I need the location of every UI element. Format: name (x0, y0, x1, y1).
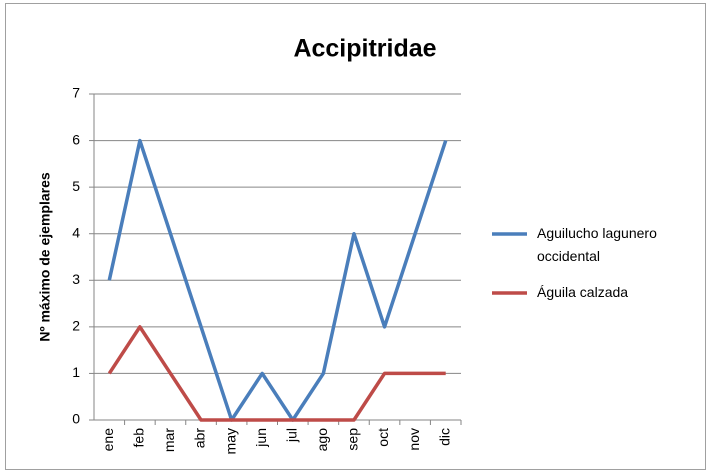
x-tick-label: mar (161, 428, 177, 452)
legend-label: Aguilucho lagunero occidental (537, 225, 657, 264)
legend-label: Águila calzada (537, 284, 629, 300)
x-tick-label: sep (345, 428, 361, 451)
y-tick-label: 7 (72, 85, 80, 101)
x-tick-label: oct (375, 428, 391, 447)
y-tick-label: 1 (72, 364, 80, 380)
x-tick-label: ago (314, 428, 330, 452)
x-tick-label: jul (283, 428, 299, 443)
y-tick-label: 6 (72, 131, 80, 147)
y-tick-label: 4 (72, 224, 80, 240)
y-tick-label: 2 (72, 318, 80, 334)
y-tick-label: 5 (72, 178, 80, 194)
series-line (107, 325, 446, 422)
y-tick-label: 3 (72, 271, 80, 287)
chart-title: Accipitridae (293, 35, 436, 63)
x-tick-label: ene (100, 428, 116, 452)
x-tick-label: dic (436, 428, 452, 446)
x-tick-label: may (222, 428, 238, 454)
x-tick-label: nov (406, 428, 422, 451)
y-axis-label: Nº máximo de ejemplares (37, 172, 53, 342)
series-line (107, 138, 448, 422)
x-tick-label: feb (131, 428, 147, 448)
x-tick-label: abr (192, 428, 208, 449)
y-tick-label: 0 (72, 411, 80, 427)
x-tick-label: jun (253, 428, 269, 448)
